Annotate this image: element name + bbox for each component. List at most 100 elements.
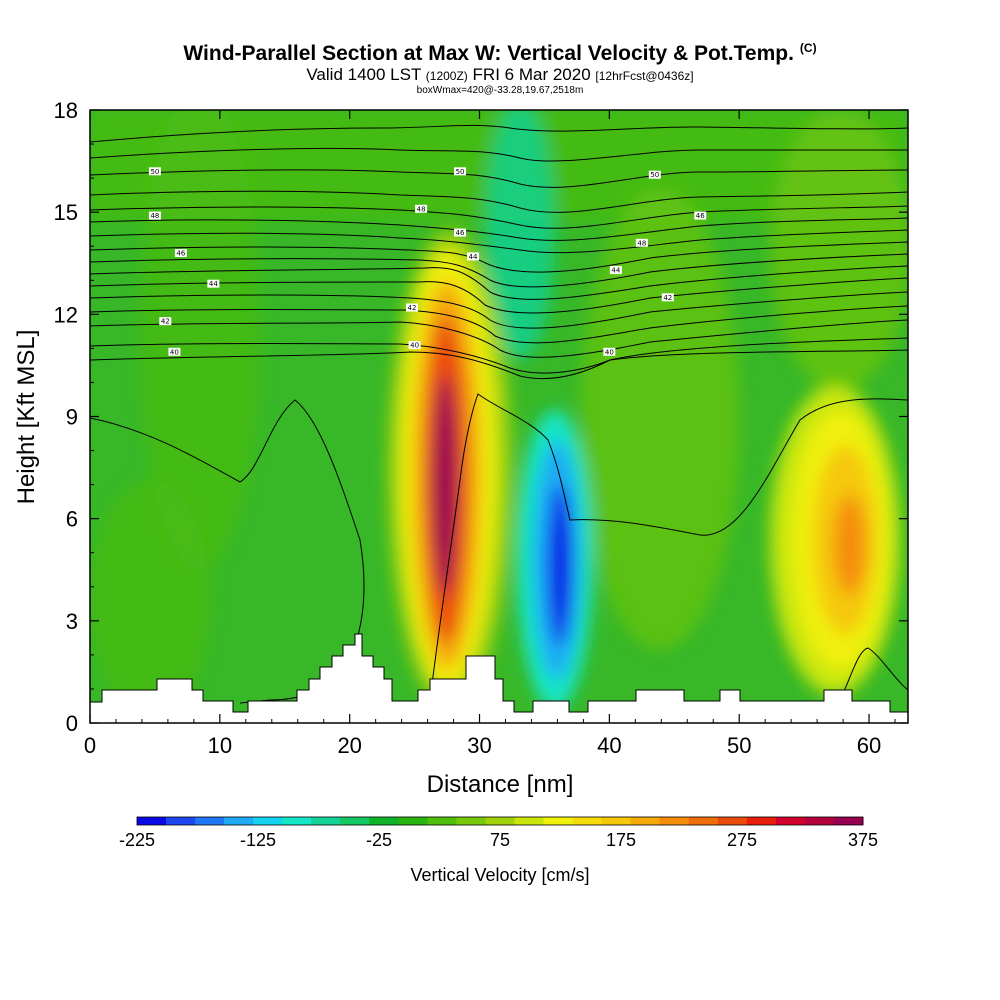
lower-left-band [90,480,210,720]
colorbar: -225 -125 -25 75 175 275 375 [119,816,878,850]
colorbar-swatch [398,817,428,825]
colorbar-swatch [282,817,312,825]
theta-label: 44 [469,253,478,261]
upper-sink-band [485,110,555,360]
colorbar-swatch [543,817,574,825]
colorbar-tick-label: -225 [119,830,155,850]
mid-right-band [580,190,740,650]
theta-label: 44 [209,280,218,288]
colorbar-swatch [311,817,341,825]
colorbar-swatch [137,817,167,825]
colorbar-swatch [456,817,486,825]
theta-contour [90,147,908,162]
theta-contour [90,319,908,358]
x-tick-label: 30 [467,733,491,758]
forecast-info: [12hrFcst@0436z] [595,69,694,83]
colorbar-tick-label: 75 [490,830,510,850]
colorbar-swatch [427,817,457,825]
colorbar-tick-label: -125 [240,830,276,850]
theta-label-bg [406,303,419,312]
colorbar-swatch [485,817,516,825]
x-tick-label: 50 [727,733,751,758]
x-tick-label: 20 [337,733,361,758]
colorbar-swatch [195,817,225,825]
y-tick-label: 18 [54,98,78,123]
theta-label-bg [454,228,467,237]
x-axis-title: Distance [nm] [427,771,574,798]
colorbar-swatch [833,817,864,825]
colorbar-frame [136,816,864,826]
theta-label-bg [694,211,707,220]
theta-contour [90,291,908,329]
theta-label: 42 [161,318,170,326]
theta-label: 40 [410,341,419,349]
theta-label-bg [603,347,616,356]
y-tick-label: 0 [66,711,78,736]
theta-contour [90,124,908,143]
downdraft-core [548,485,572,645]
colorbar-swatch [253,817,283,825]
theta-contour [90,229,908,254]
colorbar-tick-label: 375 [848,830,878,850]
colorbar-swatch [717,817,748,825]
theta-label-bg [609,266,622,275]
theta-label: 48 [417,205,426,213]
theta-label: 46 [456,229,465,237]
theta-label: 40 [605,348,614,356]
valid-time: Valid 1400 LST [306,65,422,84]
theta-label: 42 [663,294,672,302]
theta-label-bg [148,167,161,176]
valid-utc: (1200Z) [425,69,468,83]
plot-area: 50 48 46 44 42 40 50 48 46 44 42 40 50 48 46 44 42 40 [90,110,908,723]
theta-label-bg [408,340,421,349]
theta-contour [90,265,908,300]
copyright-mark: (C) [799,41,817,55]
theta-contour [90,305,908,344]
y-tick-label: 9 [66,405,78,430]
theta-label: 50 [456,168,465,176]
colorbar-tick-label: 175 [606,830,636,850]
theta-contour [839,647,908,701]
terrain [90,633,908,723]
theta-label-bg [168,347,181,356]
theta-contour [90,253,908,288]
colorbar-swatch [688,817,719,825]
x-tick-label: 0 [84,733,96,758]
theta-label: 46 [696,212,705,220]
colorbar-swatch [340,817,370,825]
theta-label-bg [467,252,480,261]
chart-title: Wind-Parallel Section at Max W: Vertical… [183,42,794,65]
theta-label: 48 [150,212,159,220]
colorbar-swatch [775,817,806,825]
theta-label-bg [661,293,674,302]
colorbar-tick-label: 275 [727,830,757,850]
valid-date: FRI 6 Mar 2020 [472,65,591,84]
theta-contour [90,277,908,314]
x-tick-label: 10 [208,733,232,758]
theta-label-bg [635,238,648,247]
theta-label: 40 [170,348,179,356]
theta-labels: 50 48 46 44 42 40 50 48 46 44 42 40 50 48 46 44 42 40 [148,167,707,356]
colorbar-swatch [369,817,399,825]
theta-label: 44 [611,267,620,275]
y-tick-label: 15 [54,200,78,225]
upper-right-band [770,110,908,390]
colorbar-swatch [804,817,835,825]
colorbar-swatch [572,817,603,825]
theta-label-bg [159,317,172,326]
updraft-core [433,375,457,595]
theta-contours [90,124,908,704]
theta-label-bg [648,170,661,179]
theta-label: 42 [408,304,417,312]
theta-contour [90,205,908,229]
colorbar-swatch [659,817,690,825]
colorbar-swatch [630,817,661,825]
theta-label: 50 [150,168,159,176]
theta-label: 46 [176,250,185,258]
y-axis-title: Height [Kft MSL] [13,330,40,505]
axes: 0 10 20 30 40 50 60 0 3 6 9 12 15 18 [54,98,908,758]
theta-label-bg [415,204,428,213]
theta-label-bg [174,249,187,258]
left-band [140,110,260,570]
